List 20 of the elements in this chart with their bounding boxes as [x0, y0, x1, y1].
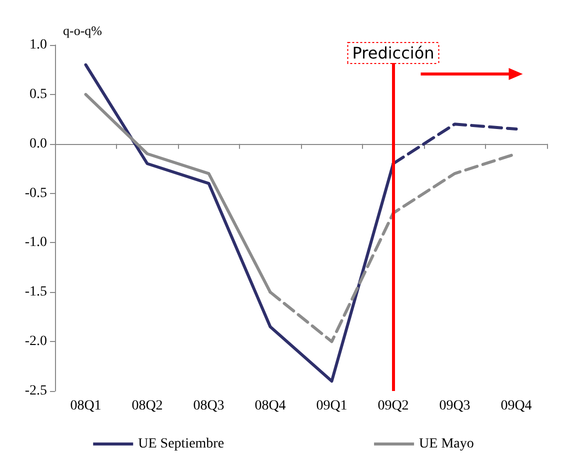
ref-line-label: Predicción: [352, 44, 434, 62]
legend-label: UE Mayo: [419, 436, 474, 452]
y-tick-label: -1.5: [24, 284, 47, 300]
x-tick-label: 08Q4: [254, 398, 286, 414]
x-tick-label: 09Q3: [439, 398, 470, 414]
y-tick-label: -2.0: [24, 334, 47, 350]
y-tick-label: 0.5: [30, 86, 47, 102]
legend-label: UE Septiembre: [138, 436, 224, 452]
x-tick-label: 09Q1: [316, 398, 348, 414]
y-tick-label: -2.5: [24, 384, 47, 398]
y-tick-label: 0.0: [30, 136, 47, 152]
y-tick-label: 1.0: [30, 38, 47, 52]
x-tick-label: 09Q2: [378, 398, 409, 414]
x-tick-label: 08Q2: [132, 398, 163, 414]
y-tick-label: -0.5: [24, 186, 47, 201]
y-axis-title: q-o-q%: [63, 23, 102, 38]
x-tick-label: 09Q4: [500, 398, 532, 414]
x-tick-label: 08Q3: [193, 398, 224, 414]
x-tick-label: 08Q1: [70, 398, 102, 414]
y-tick-label: -1.0: [24, 235, 47, 250]
